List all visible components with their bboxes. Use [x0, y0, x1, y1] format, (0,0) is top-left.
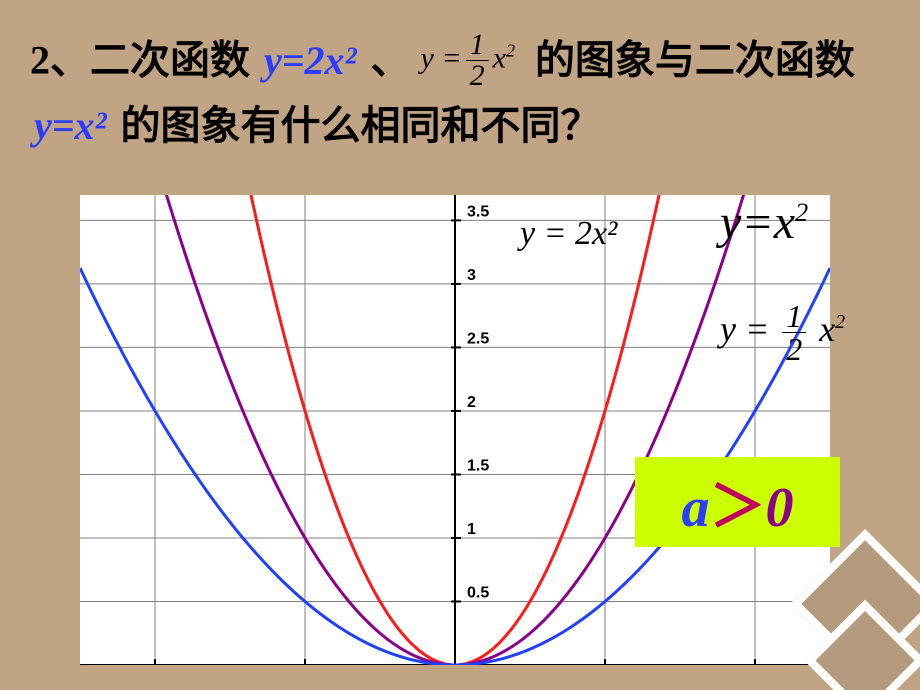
svg-text:1.5: 1.5	[467, 457, 489, 474]
svg-text:3: 3	[467, 267, 476, 284]
q-blue2: y=x²	[30, 103, 111, 148]
zero-char: 0	[766, 477, 794, 539]
q-part3: 的图象有什么相同和不同？	[111, 103, 601, 148]
svg-text:2: 2	[467, 394, 476, 411]
chart-svg: -2-1120.511.522.533.5	[80, 195, 830, 665]
label-yhalf-x: x	[819, 309, 835, 349]
q-frac-x: x	[493, 41, 506, 74]
highlight-a-gt-0: a＞0	[635, 457, 840, 547]
svg-text:0.5: 0.5	[467, 584, 489, 601]
label-yhalf: y = 1 2 x2	[720, 300, 845, 365]
slide: 2、二次函数 y=2x² 、y =12x2 的图象与二次函数 y=x² 的图象有…	[0, 0, 920, 690]
q-blue1: y=2x²	[260, 38, 361, 83]
a-char: a	[682, 477, 710, 539]
q-frac-num: 1	[466, 30, 489, 61]
label-yhalf-lhs: y =	[720, 309, 769, 349]
label-yhalf-num: 1	[782, 300, 806, 333]
question-text: 2、二次函数 y=2x² 、y =12x2 的图象与二次函数 y=x² 的图象有…	[30, 30, 890, 153]
label-yx2-exp: 2	[795, 197, 808, 227]
q-frac-exp: 2	[506, 40, 515, 60]
label-yhalf-exp: 2	[835, 311, 845, 333]
q-part1: 2、二次函数	[30, 38, 260, 83]
q-frac: y =12x2	[421, 30, 515, 91]
axes: -2-1120.511.522.533.5	[80, 195, 830, 665]
chart: -2-1120.511.522.533.5	[80, 195, 830, 665]
label-y2x2-text: y = 2x²	[520, 215, 617, 252]
svg-text:2.5: 2.5	[467, 330, 489, 347]
label-yhalf-den: 2	[782, 333, 806, 365]
q-part2: 的图象与二次函数	[525, 38, 855, 83]
label-y2x2: y = 2x²	[520, 215, 617, 253]
q-frac-den: 2	[466, 61, 489, 91]
svg-text:1: 1	[467, 521, 476, 538]
gt-char: ＞	[710, 477, 766, 539]
label-yx2-rhs: =x	[741, 196, 795, 249]
q-frac-left: y =	[421, 41, 462, 74]
svg-text:3.5: 3.5	[467, 203, 489, 220]
q-frac-body: 12	[466, 30, 489, 91]
q-sep: 、	[361, 38, 411, 83]
a-gt-0-content: a＞0	[682, 462, 794, 543]
label-yx2-y: y	[720, 196, 741, 249]
label-yx2: y=x2	[720, 195, 808, 250]
label-yhalf-frac: 1 2	[782, 300, 806, 365]
